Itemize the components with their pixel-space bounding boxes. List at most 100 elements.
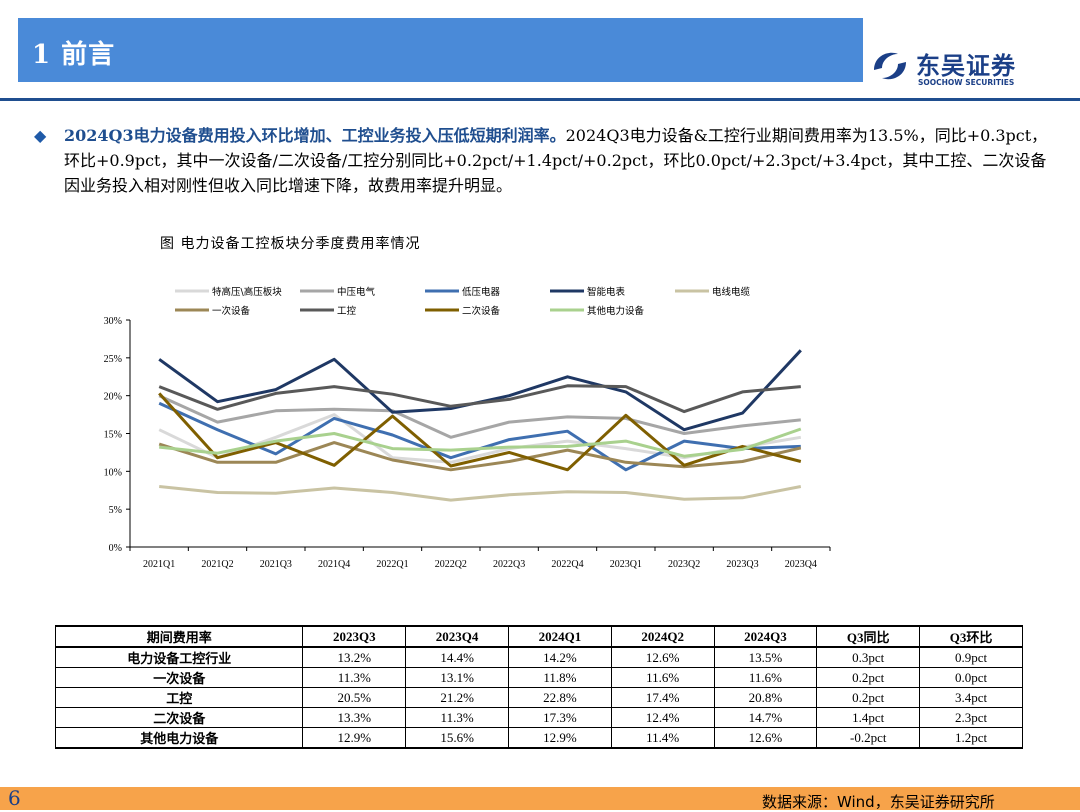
table-row: 其他电力设备 12.9% 15.6% 12.9% 11.4% 12.6% -0.2pct 1.… [54, 727, 1023, 749]
legend-label: 二次设备 [462, 305, 501, 317]
table-cell: 11.8% [508, 667, 612, 688]
series-line [158, 349, 802, 432]
logo-name-cn: 东吴证券 [916, 52, 1016, 80]
summary-body: 2024Q3电力设备&工控行业期间费用率为13.5%，同比+0.3pct，环比+… [64, 126, 1048, 195]
x-tick-label: 2022Q3 [493, 559, 525, 570]
table-header-cell: 2023Q3 [302, 625, 407, 648]
legend-label: 一次设备 [212, 305, 251, 317]
y-tick-label: 0% [109, 543, 122, 554]
legend-label: 低压电器 [462, 286, 501, 298]
table-cell: 22.8% [508, 687, 612, 708]
y-tick-label: 25% [104, 354, 122, 365]
data-source: 数据来源：Wind，东吴证券研究所 [762, 793, 995, 811]
table-row: 工控 20.5% 21.2% 22.8% 17.4% 20.8% 0.2pct 3.4pct [54, 687, 1023, 708]
summary-headline: 2024Q3电力设备费用投入环比增加、工控业务投入压低短期利润率。 [64, 126, 566, 145]
table-cell: 1.4pct [816, 707, 921, 728]
series-line [159, 485, 802, 502]
table-header-cell: 2023Q4 [405, 625, 509, 648]
table-cell: 12.9% [302, 727, 407, 749]
summary-text: 2024Q3电力设备费用投入环比增加、工控业务投入压低短期利润率。2024Q3电… [64, 123, 1059, 198]
table-row: 一次设备 11.3% 13.1% 11.8% 11.6% 11.6% 0.2pct 0.0pc… [54, 667, 1023, 688]
table-header-cell: Q3环比 [919, 625, 1023, 648]
table-cell: 13.3% [302, 707, 407, 728]
x-tick-label: 2021Q2 [201, 559, 233, 570]
y-tick-label: 20% [104, 392, 122, 403]
table-cell: 12.9% [508, 727, 612, 749]
logo-mark-icon [874, 52, 906, 80]
table-cell: 0.0pct [919, 667, 1023, 688]
table-cell: 20.5% [302, 687, 407, 708]
table-cell: 11.3% [405, 707, 509, 728]
table-header-cell: 2024Q1 [508, 625, 612, 648]
page-number: 6 [8, 786, 21, 810]
table-cell: 14.2% [508, 646, 612, 668]
x-tick-label: 2023Q1 [610, 559, 642, 570]
series-line [158, 441, 802, 472]
table-cell: 13.2% [302, 646, 407, 668]
table-header-cell: 2024Q2 [610, 625, 715, 648]
y-tick-label: 15% [104, 430, 122, 441]
table-cell: 0.2pct [816, 667, 921, 688]
table-cell: 11.3% [302, 667, 407, 688]
table-row: 二次设备 13.3% 11.3% 17.3% 12.4% 14.7% 1.4pct 2.3pc… [54, 707, 1023, 728]
table-cell: 0.3pct [816, 646, 921, 668]
table-cell: 3.4pct [919, 687, 1023, 708]
series-line [158, 384, 801, 414]
table-header-row: 期间费用率 2023Q3 2023Q4 2024Q1 2024Q2 2024Q3 Q3同比 Q… [54, 625, 1023, 648]
table-cell: 0.9pct [919, 646, 1023, 668]
x-tick-label: 2023Q4 [785, 559, 817, 570]
table-row-label: 二次设备 [54, 707, 304, 728]
table-cell: 1.2pct [919, 727, 1023, 749]
series-line [159, 427, 802, 458]
table-cell: -0.2pct [816, 727, 921, 749]
chart-title: 图 电力设备工控板块分季度费用率情况 [160, 236, 421, 252]
summary-paragraph: ◆ 2024Q3电力设备费用投入环比增加、工控业务投入压低短期利润率。2024Q… [34, 123, 1059, 198]
legend-label: 中压电气 [337, 286, 376, 298]
footer-bar [0, 787, 1080, 810]
table-cell: 13.5% [713, 646, 818, 668]
table-cell: 11.4% [610, 727, 715, 749]
legend-label: 工控 [337, 305, 357, 317]
table-cell: 12.6% [610, 646, 715, 668]
expense-ratio-table: 期间费用率 2023Q3 2023Q4 2024Q1 2024Q2 2024Q3 Q3同比 Q… [54, 625, 1023, 749]
x-tick-label: 2023Q3 [726, 559, 758, 570]
legend-label: 其他电力设备 [587, 305, 645, 317]
table-cell: 11.6% [713, 667, 818, 688]
header-bar [18, 18, 863, 82]
table-cell: 14.7% [713, 707, 818, 728]
table-row-label: 电力设备工控行业 [54, 646, 304, 668]
table-body: 电力设备工控行业 13.2% 14.4% 14.2% 12.6% 13.5% 0.3pct 0… [54, 646, 1023, 749]
legend-label: 电线电缆 [712, 286, 751, 298]
x-tick-label: 2021Q3 [260, 559, 292, 570]
table-cell: 17.3% [508, 707, 612, 728]
logo-name-en: SOOCHOW SECURITIES [918, 78, 1015, 87]
y-tick-label: 30% [104, 316, 122, 327]
diamond-bullet-icon: ◆ [34, 126, 47, 145]
table-header-cell: 2024Q3 [713, 625, 818, 648]
y-tick-label: 5% [109, 505, 122, 516]
table-row-label: 其他电力设备 [54, 727, 304, 749]
x-tick-label: 2022Q2 [435, 559, 467, 570]
header-divider [0, 98, 1080, 101]
table-cell: 21.2% [405, 687, 509, 708]
table-cell: 0.2pct [816, 687, 921, 708]
table-cell: 20.8% [713, 687, 818, 708]
table-cell: 15.6% [405, 727, 509, 749]
table-cell: 12.6% [713, 727, 818, 749]
table-cell: 11.6% [610, 667, 715, 688]
expense-ratio-line-chart: 0% 5% 10% 15% 20% 25% 30% 2021Q1 2021Q2 2021Q3 202… [104, 286, 831, 570]
table-row: 电力设备工控行业 13.2% 14.4% 14.2% 12.6% 13.5% 0.3pct 0… [54, 646, 1023, 668]
table-cell: 17.4% [610, 687, 715, 708]
page-title: 1 前言 [32, 40, 116, 70]
x-tick-label: 2021Q1 [143, 559, 175, 570]
company-logo: 东吴证券 SOOCHOW SECURITIES [868, 46, 1048, 90]
table-cell: 2.3pct [919, 707, 1023, 728]
x-tick-label: 2022Q1 [376, 559, 408, 570]
legend-label: 智能电表 [587, 286, 626, 298]
x-tick-label: 2023Q2 [668, 559, 700, 570]
series-line [158, 392, 802, 472]
table-row-label: 一次设备 [54, 667, 304, 688]
table-cell: 14.4% [405, 646, 509, 668]
x-tick-label: 2021Q4 [318, 559, 350, 570]
table-cell: 12.4% [610, 707, 715, 728]
